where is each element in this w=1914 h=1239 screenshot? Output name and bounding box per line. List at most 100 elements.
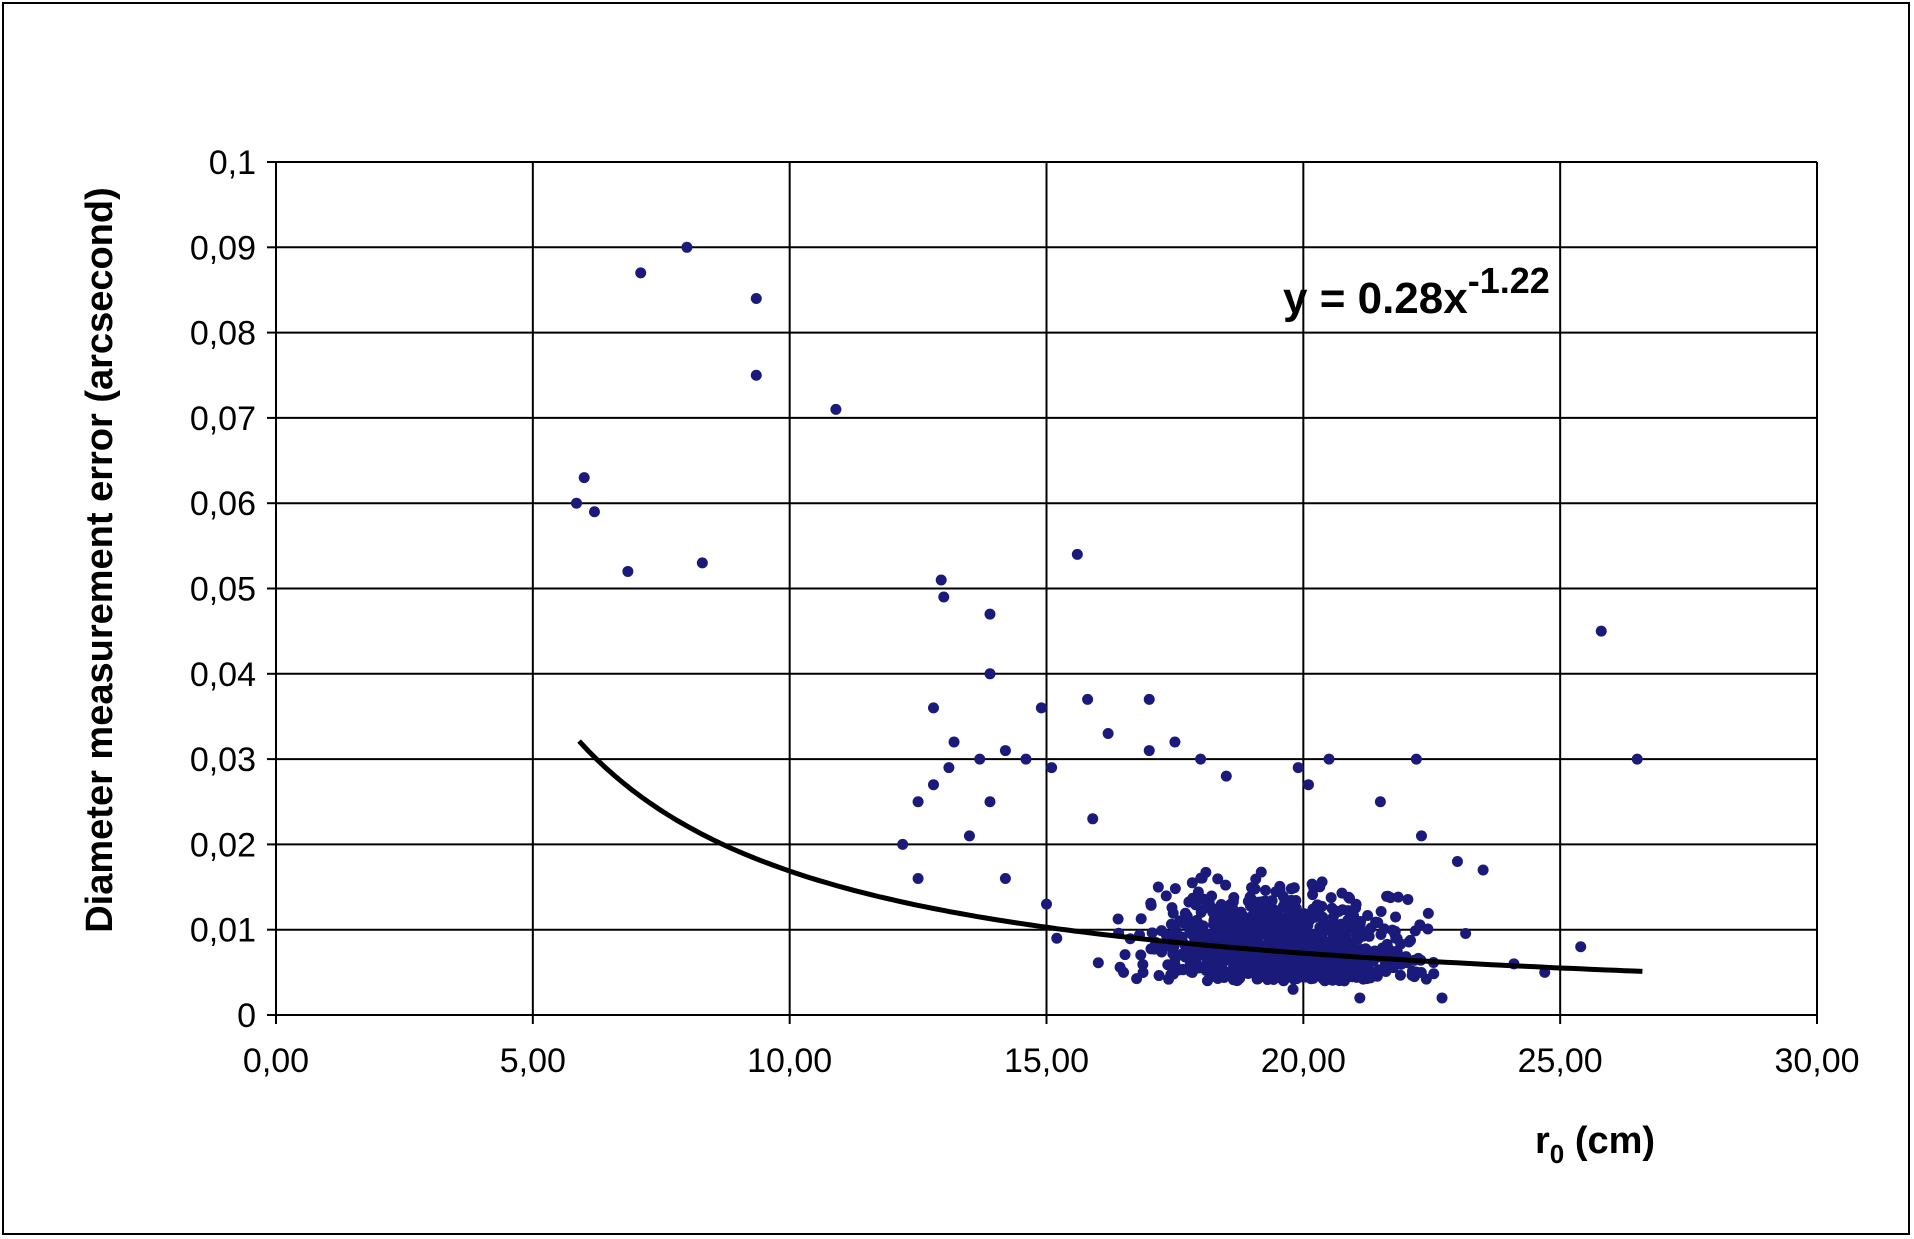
- data-point: [1234, 970, 1246, 982]
- data-point: [984, 668, 996, 680]
- y-tick-label: 0,08: [190, 315, 256, 353]
- data-point: [1285, 961, 1297, 973]
- data-point: [578, 472, 590, 484]
- data-point: [1193, 918, 1205, 930]
- x-tick-label: 20,00: [1261, 1042, 1346, 1080]
- x-axis-title-sub: 0: [1550, 1139, 1564, 1169]
- data-point: [1316, 876, 1328, 888]
- data-point: [927, 779, 939, 791]
- data-point: [1137, 958, 1149, 970]
- trendline-equation-base: y = 0.28x: [1283, 274, 1468, 323]
- x-tick-labels: 0,00 5,00 10,00 15,00 20,00 25,00 30,00: [243, 1042, 1860, 1080]
- data-point: [1326, 927, 1338, 939]
- data-point: [1235, 959, 1247, 971]
- grid-lines: [267, 161, 1818, 1024]
- data-point: [1381, 890, 1393, 902]
- data-point: [1114, 961, 1126, 973]
- data-point: [1276, 972, 1288, 984]
- data-point: [622, 565, 634, 577]
- x-tick-label: 25,00: [1518, 1042, 1603, 1080]
- data-point: [1195, 753, 1207, 765]
- data-point: [1279, 924, 1291, 936]
- data-point: [1041, 898, 1052, 910]
- data-point: [1415, 830, 1427, 842]
- data-point: [1381, 938, 1393, 950]
- data-point: [1213, 911, 1225, 923]
- y-tick-label: 0,06: [190, 485, 256, 523]
- data-point: [1112, 913, 1124, 925]
- data-point: [1266, 935, 1278, 947]
- data-point: [1327, 911, 1339, 923]
- data-point: [1410, 753, 1422, 765]
- data-point: [1160, 890, 1172, 902]
- data-point: [1422, 907, 1434, 919]
- data-point: [1169, 736, 1181, 748]
- data-point: [1319, 975, 1331, 987]
- data-point: [963, 830, 975, 842]
- data-point: [1225, 924, 1237, 936]
- data-point: [1327, 974, 1339, 986]
- y-tick-label: 0,1: [209, 144, 256, 182]
- data-point: [1020, 753, 1032, 765]
- data-point: [1145, 897, 1157, 909]
- data-point: [1143, 745, 1155, 757]
- data-point: [1135, 949, 1147, 961]
- trendline-equation-exponent: -1.22: [1468, 260, 1550, 301]
- data-point: [1166, 902, 1178, 914]
- x-tick-label: 0,00: [243, 1042, 309, 1080]
- data-point: [750, 369, 762, 381]
- power-trendline: [577, 739, 1643, 974]
- data-point: [1250, 904, 1262, 916]
- data-point: [1143, 693, 1155, 705]
- data-point: [1170, 949, 1182, 961]
- data-point: [984, 608, 996, 620]
- data-point: [1224, 948, 1236, 960]
- data-point: [1373, 964, 1385, 976]
- data-point: [1152, 881, 1164, 893]
- data-point: [1288, 882, 1300, 894]
- data-point: [1257, 971, 1269, 983]
- data-point: [943, 762, 955, 774]
- data-point: [1389, 928, 1401, 940]
- data-point: [1344, 939, 1356, 951]
- data-point: [1102, 728, 1114, 740]
- data-point: [1131, 973, 1143, 985]
- data-point: [1169, 883, 1181, 895]
- data-point: [1201, 975, 1213, 987]
- data-point: [984, 796, 996, 808]
- data-point: [1214, 949, 1226, 961]
- data-point: [1357, 973, 1369, 985]
- data-point: [1270, 918, 1282, 930]
- data-point: [1279, 937, 1291, 949]
- trendline-equation: y = 0.28x-1.22: [1283, 260, 1550, 323]
- data-point: [1575, 941, 1587, 953]
- data-point: [1374, 796, 1386, 808]
- data-point: [927, 702, 939, 714]
- data-point: [1215, 920, 1227, 932]
- data-point: [1167, 968, 1179, 980]
- x-tick-label: 10,00: [747, 1042, 832, 1080]
- data-point: [1071, 548, 1083, 560]
- data-point: [1250, 873, 1262, 885]
- data-point: [1477, 864, 1489, 876]
- data-point: [1370, 947, 1382, 959]
- data-point: [1325, 892, 1337, 904]
- data-point: [1241, 929, 1253, 941]
- data-point: [681, 241, 693, 253]
- data-point: [1325, 958, 1337, 970]
- data-point: [1274, 880, 1286, 892]
- x-tick-label: 15,00: [1004, 1042, 1089, 1080]
- data-point: [1082, 693, 1094, 705]
- data-point: [1249, 913, 1261, 925]
- data-point: [1451, 855, 1463, 867]
- data-point: [999, 745, 1011, 757]
- data-point: [1156, 946, 1168, 958]
- data-point: [1178, 917, 1190, 929]
- data-point: [1406, 969, 1418, 981]
- data-point: [1051, 932, 1063, 944]
- data-point: [1220, 770, 1232, 782]
- data-point: [1200, 951, 1212, 963]
- data-point: [1146, 927, 1158, 939]
